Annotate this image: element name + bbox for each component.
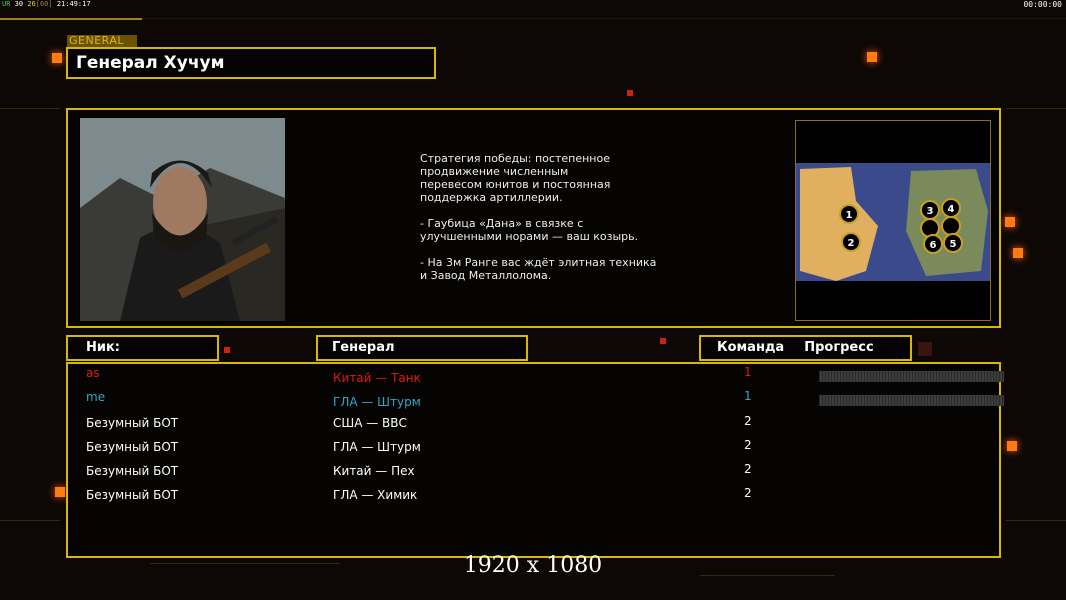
general-portrait xyxy=(80,118,285,321)
player-team: 1 xyxy=(744,365,752,379)
player-team: 2 xyxy=(744,462,752,476)
player-team: 2 xyxy=(744,438,752,452)
bg-line xyxy=(0,18,1066,19)
deco-square xyxy=(224,347,230,353)
bg-line xyxy=(1006,108,1066,109)
player-row[interactable]: Безумный БОТ США — ВВС 2 xyxy=(86,414,986,436)
player-nick: Безумный БОТ xyxy=(86,488,179,502)
player-list: as Китай — Танк 1 me ГЛА — Штурм 1 Безумны… xyxy=(66,362,1004,558)
player-general: ГЛА — Химик xyxy=(333,488,418,502)
player-team: 2 xyxy=(744,414,752,428)
header-nick: Ник: xyxy=(66,335,219,361)
bg-line xyxy=(1006,520,1066,521)
map-slot-5: 5 xyxy=(950,239,957,250)
player-general: ГЛА — Штурм xyxy=(333,395,421,409)
bg-line xyxy=(150,563,340,564)
deco-square xyxy=(1013,248,1023,258)
general-info-panel: Стратегия победы: постепенное продвижени… xyxy=(66,108,1001,328)
deco-square xyxy=(660,338,666,344)
map-slot-6: 6 xyxy=(930,240,937,251)
bg-line xyxy=(0,520,60,521)
map-preview[interactable]: 1 2 3 4 5 6 xyxy=(795,120,991,321)
player-row[interactable]: Безумный БОТ ГЛА — Химик 2 xyxy=(86,486,986,508)
player-progress-bar xyxy=(819,395,1004,406)
player-general: Китай — Танк xyxy=(333,371,421,385)
map-slot-2: 2 xyxy=(848,238,855,249)
deco-square xyxy=(918,342,932,356)
player-general: ГЛА — Штурм xyxy=(333,440,421,454)
player-nick: me xyxy=(86,390,106,404)
bg-line xyxy=(700,575,835,576)
deco-square xyxy=(55,487,65,497)
deco-square xyxy=(52,53,62,63)
resolution-label: 1920 x 1080 xyxy=(463,553,603,578)
player-team: 2 xyxy=(744,486,752,500)
general-title: Генерал Хучум xyxy=(66,47,436,79)
general-tag: GENERAL xyxy=(67,35,137,47)
game-clock: 00:00:00 xyxy=(1023,0,1062,9)
map-slot-3: 3 xyxy=(927,206,934,217)
header-team: Команда xyxy=(717,340,785,355)
deco-square xyxy=(1007,441,1017,451)
deco-square xyxy=(627,90,633,96)
deco-square xyxy=(867,52,877,62)
player-nick: Безумный БОТ xyxy=(86,440,179,454)
player-nick: Безумный БОТ xyxy=(86,464,179,478)
player-row[interactable]: me ГЛА — Штурм 1 xyxy=(86,389,1004,412)
header-general: Генерал xyxy=(316,335,528,361)
player-nick: Безумный БОТ xyxy=(86,416,179,430)
general-description: Стратегия победы: постепенное продвижени… xyxy=(420,152,657,282)
header-progress: Прогресс xyxy=(804,340,874,355)
player-general: Китай — Пех xyxy=(333,464,415,478)
map-slot-4: 4 xyxy=(948,204,955,215)
header-team-progress: Команда Прогресс xyxy=(699,335,912,361)
map-slot-1: 1 xyxy=(846,210,853,221)
bg-line xyxy=(0,18,142,20)
deco-square xyxy=(1005,217,1015,227)
player-nick: as xyxy=(86,366,100,380)
player-row[interactable]: as Китай — Танк 1 xyxy=(86,365,1004,388)
player-general: США — ВВС xyxy=(333,416,407,430)
player-row[interactable]: Безумный БОТ ГЛА — Штурм 2 xyxy=(86,438,986,460)
player-progress-bar xyxy=(819,371,1004,382)
fps-counter: UR 30 26[60] 21:49:17 xyxy=(2,0,91,8)
bg-line xyxy=(0,108,60,109)
player-team: 1 xyxy=(744,389,752,403)
player-row[interactable]: Безумный БОТ Китай — Пех 2 xyxy=(86,462,986,484)
